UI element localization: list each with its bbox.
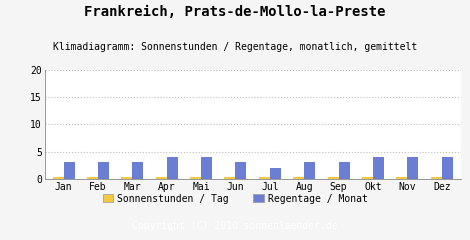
- Bar: [396, 177, 407, 179]
- Bar: [133, 162, 143, 179]
- Bar: [442, 157, 453, 179]
- Bar: [121, 177, 133, 179]
- Text: Klimadiagramm: Sonnenstunden / Regentage, monatlich, gemittelt: Klimadiagramm: Sonnenstunden / Regentage…: [53, 42, 417, 52]
- Bar: [53, 177, 63, 179]
- Bar: [407, 157, 418, 179]
- Bar: [362, 177, 373, 179]
- Text: Frankreich, Prats-de-Mollo-la-Preste: Frankreich, Prats-de-Mollo-la-Preste: [84, 5, 386, 19]
- Bar: [235, 162, 246, 179]
- Bar: [98, 162, 109, 179]
- Legend: Sonnenstunden / Tag, Regentage / Monat: Sonnenstunden / Tag, Regentage / Monat: [99, 190, 371, 208]
- Bar: [63, 162, 75, 179]
- Bar: [338, 162, 350, 179]
- Bar: [190, 177, 201, 179]
- Bar: [156, 177, 167, 179]
- Bar: [87, 177, 98, 179]
- Bar: [270, 168, 281, 179]
- Bar: [431, 177, 442, 179]
- Bar: [293, 177, 304, 179]
- Bar: [373, 157, 384, 179]
- Bar: [328, 177, 338, 179]
- Bar: [167, 157, 178, 179]
- Bar: [259, 177, 270, 179]
- Bar: [304, 162, 315, 179]
- Bar: [225, 177, 235, 179]
- Bar: [201, 157, 212, 179]
- Text: Copyright (C) 2010 sonnenlaender.de: Copyright (C) 2010 sonnenlaender.de: [132, 221, 338, 231]
